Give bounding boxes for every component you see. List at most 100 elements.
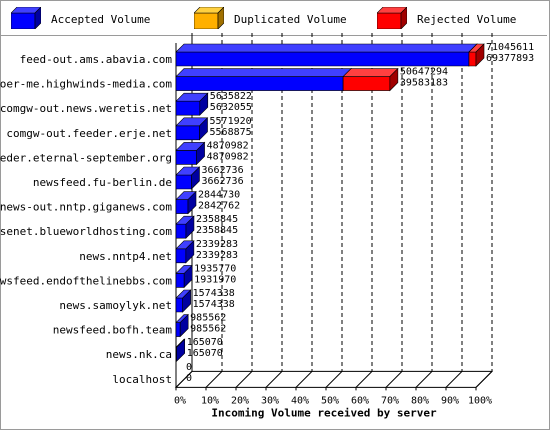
bar-accepted xyxy=(175,199,189,214)
category-label: newsfeed.endofthelinebbs.com xyxy=(0,274,172,287)
bar-accepted xyxy=(175,248,187,264)
bar-accepted-side xyxy=(199,92,209,116)
value-label-bottom: 3662736 xyxy=(201,176,243,187)
category-label: feed-out.ams.abavia.com xyxy=(20,53,173,66)
value-label-bottom: 5568875 xyxy=(210,127,252,138)
x-tick-label: 70% xyxy=(381,395,399,406)
value-label-bottom: 165070 xyxy=(187,348,223,359)
value-label-bottom: 39583183 xyxy=(400,78,448,89)
x-tick-label: 90% xyxy=(441,395,459,406)
category-label: comgw-out.feeder.erje.net xyxy=(6,127,172,140)
value-label-top: 4870982 xyxy=(207,140,249,151)
value-label-bottom: 985562 xyxy=(190,324,226,335)
bar-accepted-top xyxy=(175,43,478,53)
bar-accepted-side xyxy=(183,264,193,289)
category-label: usenet.blueworldhosting.com xyxy=(0,225,172,238)
floor-line xyxy=(385,371,403,388)
floor-line xyxy=(235,371,253,388)
value-label-top: 165070 xyxy=(187,337,223,348)
value-label-bottom: 69377893 xyxy=(486,53,534,64)
legend-label-duplicated: Duplicated Volume xyxy=(234,13,347,26)
value-label-top: 985562 xyxy=(190,313,226,324)
value-label-top: 71045611 xyxy=(486,42,534,53)
x-tick-label: 0% xyxy=(174,395,186,406)
value-label-bottom: 1574338 xyxy=(193,299,235,310)
bar-accepted xyxy=(175,76,344,91)
bar-rejected-side xyxy=(389,67,399,92)
value-label-top: 1935770 xyxy=(194,263,236,274)
x-tick-label: 80% xyxy=(411,395,429,406)
bar-accepted-side xyxy=(182,289,191,313)
category-label: newsfeed.fu-berlin.de xyxy=(33,176,172,189)
bar-accepted xyxy=(175,100,201,116)
value-label-bottom: 2358845 xyxy=(196,225,238,236)
legend-swatch-duplicated xyxy=(194,7,224,29)
category-label: news-out.nntp.giganews.com xyxy=(0,201,172,214)
value-label-bottom: 2339283 xyxy=(196,250,238,261)
value-label-top: 2339283 xyxy=(196,239,238,250)
floor-line xyxy=(325,371,343,388)
bar-accepted-side xyxy=(185,215,195,239)
value-label-top: 2358845 xyxy=(196,214,238,225)
bar-rejected xyxy=(468,51,477,67)
floor-line xyxy=(445,371,463,388)
category-label: feeder.eternal-september.org xyxy=(0,151,172,164)
category-label: news.nk.ca xyxy=(106,348,172,361)
bar-rejected-top xyxy=(342,68,399,77)
bar-accepted xyxy=(175,322,181,337)
floor-line xyxy=(205,371,223,388)
legend-label-rejected: Rejected Volume xyxy=(417,13,517,26)
category-label: newsfeed.bofh.team xyxy=(53,324,173,337)
value-label-top: 1574338 xyxy=(193,288,235,299)
x-tick-label: 20% xyxy=(231,395,249,406)
bar-accepted xyxy=(175,223,187,239)
floor-line xyxy=(415,371,433,388)
value-label-bottom: 2842762 xyxy=(198,201,240,212)
floor-line xyxy=(175,371,193,388)
x-tick-label: 40% xyxy=(291,395,309,406)
x-tick-label: 60% xyxy=(351,395,369,406)
bar-accepted-side xyxy=(196,141,205,166)
bar-accepted-side xyxy=(176,338,185,362)
legend-label-accepted: Accepted Volume xyxy=(51,13,151,26)
bar-accepted xyxy=(175,174,192,190)
value-label-bottom: 1931970 xyxy=(194,274,236,285)
bar-accepted-side xyxy=(199,117,208,141)
value-label-top: 5635822 xyxy=(210,91,252,102)
category-label: localhost xyxy=(112,373,172,386)
value-label-bottom: 0 xyxy=(186,373,192,384)
floor-line xyxy=(475,371,493,388)
value-label-bottom: 4870982 xyxy=(207,151,249,162)
bar-accepted-side xyxy=(185,240,195,264)
value-label-top: 50647294 xyxy=(400,67,448,78)
value-label-top: 3662736 xyxy=(201,165,243,176)
value-label-bottom: 5632055 xyxy=(210,102,252,113)
bar-accepted xyxy=(175,273,185,288)
category-label: news.nntp4.net xyxy=(79,250,172,263)
bar-accepted-side xyxy=(191,166,200,190)
bar-accepted xyxy=(175,297,183,313)
x-tick-label: 50% xyxy=(321,395,339,406)
value-label-top: 0 xyxy=(186,362,192,373)
bar-accepted-side xyxy=(187,190,197,215)
bar-accepted xyxy=(175,51,470,67)
bar-accepted-side xyxy=(179,313,189,338)
floor-line xyxy=(295,371,313,388)
value-label-top: 2844730 xyxy=(198,190,240,201)
bar-rejected xyxy=(342,76,391,91)
category-label: voer-me.highwinds-media.com xyxy=(0,78,172,91)
x-tick-label: 30% xyxy=(261,395,279,406)
value-label-top: 5571920 xyxy=(210,116,252,127)
legend: Accepted Volume Duplicated Volume Reject… xyxy=(1,1,547,36)
floor-line xyxy=(355,371,373,388)
bar-accepted xyxy=(175,125,200,141)
floor-line xyxy=(265,371,283,388)
category-label: comgw-out.news.weretis.net xyxy=(0,102,172,115)
x-axis-label: Incoming Volume received by server xyxy=(211,406,437,419)
x-tick-label: 10% xyxy=(201,395,219,406)
bar-accepted-top xyxy=(175,68,352,77)
category-label: news.samoylyk.net xyxy=(59,299,172,312)
bar-accepted xyxy=(175,150,197,165)
bar-rejected-side xyxy=(475,43,485,67)
